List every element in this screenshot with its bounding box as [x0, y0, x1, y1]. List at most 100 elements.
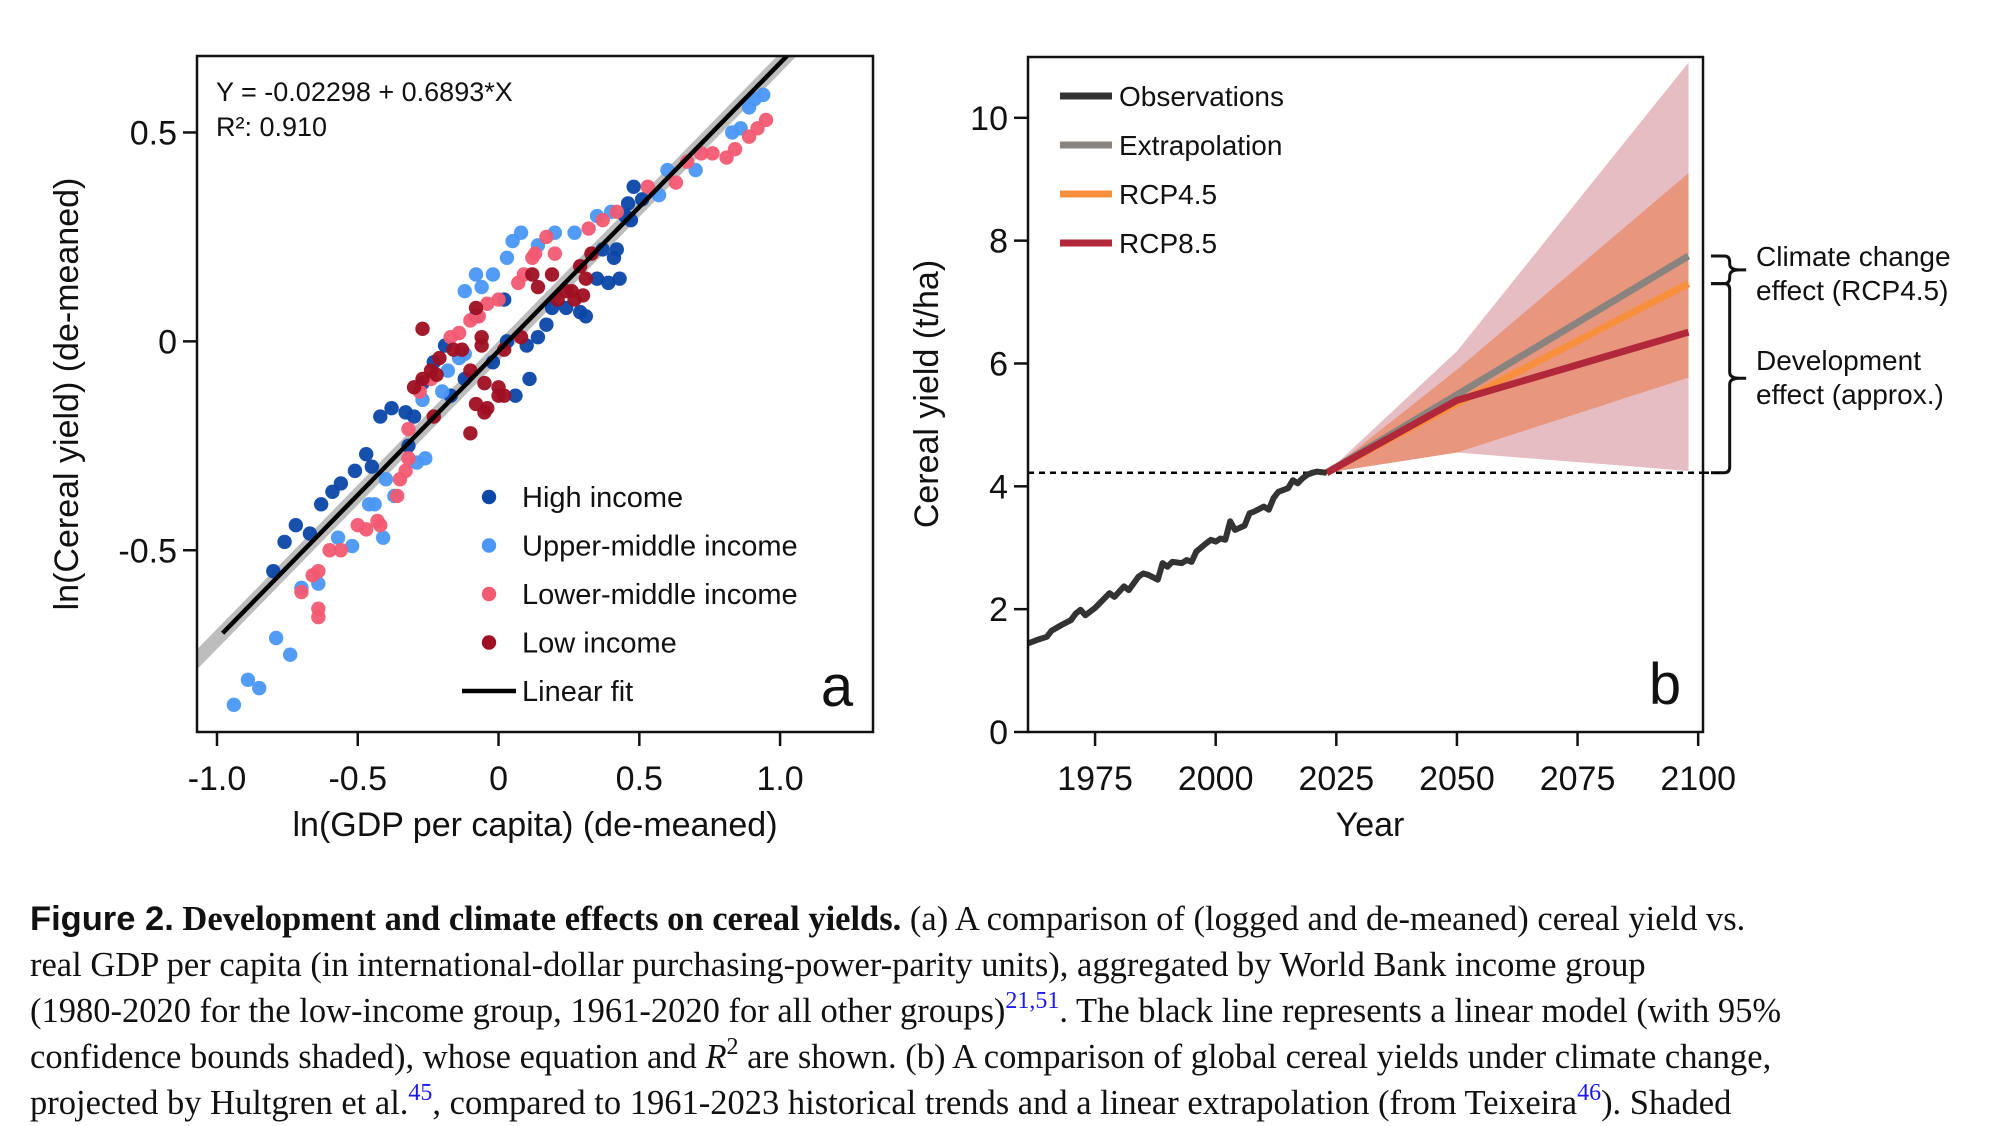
projection-bands	[1326, 62, 1689, 473]
panel-label-b: b	[1649, 652, 1681, 717]
x-tick-label: 0.5	[616, 760, 663, 798]
data-point	[451, 325, 467, 341]
legend-label: Linear fit	[522, 676, 633, 708]
r-squared-symbol: R	[705, 1038, 727, 1076]
fit-r-squared: R²: 0.910	[216, 112, 327, 142]
data-point	[373, 409, 388, 424]
citation-link[interactable]: 46	[1577, 1079, 1602, 1106]
data-point	[578, 271, 594, 286]
brace-path	[1711, 282, 1747, 475]
data-point	[418, 451, 433, 466]
y-tick-label: 0.5	[130, 114, 177, 152]
data-point	[313, 497, 329, 512]
legend-label: RCP8.5	[1119, 228, 1217, 259]
data-point	[525, 267, 540, 282]
data-point	[578, 309, 594, 324]
x-axis-label-b: Year	[1336, 806, 1405, 844]
legend-marker	[481, 489, 497, 505]
y-tick-label: 4	[989, 468, 1008, 506]
series-lines	[1028, 252, 1691, 647]
legend-item: Lower-middle income	[481, 579, 798, 611]
y-tick-label: 2	[989, 591, 1008, 629]
data-point	[755, 87, 771, 103]
data-point	[454, 342, 470, 357]
data-point	[440, 363, 456, 378]
x-axis-ticks-a: -1.0 -0.5 0 0.5 1.0	[188, 732, 804, 798]
caption-text: , compared to 1961-2023 historical trend…	[432, 1084, 1578, 1122]
data-point	[480, 296, 495, 311]
data-point	[398, 463, 413, 479]
data-point	[477, 375, 492, 391]
scatter-points	[226, 87, 774, 713]
data-point	[435, 384, 450, 399]
band-rcp4-5-range	[1326, 173, 1689, 473]
legend-label: Upper-middle income	[522, 531, 798, 563]
data-point	[373, 517, 388, 533]
series-lower-middle-income	[294, 112, 774, 625]
x-tick-label: 2025	[1298, 760, 1374, 798]
data-point	[485, 267, 501, 282]
data-point	[547, 246, 563, 261]
data-point	[384, 401, 399, 416]
legend-item: Linear fit	[462, 676, 633, 708]
legend-item: Low income	[481, 628, 677, 660]
data-point	[268, 630, 284, 646]
data-point	[626, 179, 641, 194]
legend-label: Extrapolation	[1119, 130, 1282, 161]
x-tick-label: 2100	[1660, 760, 1736, 798]
y-axis-label-a: ln(Cereal yield) (de-meaned)	[48, 178, 86, 611]
data-point	[474, 279, 489, 295]
data-point	[522, 371, 537, 387]
y-tick-label: -0.5	[118, 532, 177, 570]
data-point	[640, 179, 655, 194]
panel-label-a: a	[821, 654, 854, 719]
data-point	[530, 329, 546, 345]
data-point	[589, 271, 605, 286]
caption-text: . The black line represents a linear mod…	[1059, 992, 1782, 1030]
line-observations	[1028, 468, 1328, 647]
x-axis-label-a: ln(GDP per capita) (de-meaned)	[292, 806, 777, 844]
figure: -1.0 -0.5 0 0.5 1.0 -0.5 0 0.5 Y = -0.02298 + …	[48, 54, 1951, 844]
data-point	[679, 154, 695, 169]
legend-label: Lower-middle income	[522, 579, 798, 611]
data-point	[364, 459, 380, 474]
legend-item: High income	[481, 482, 683, 514]
citation-link[interactable]: 21,51	[1005, 987, 1060, 1014]
citation-link[interactable]: 45	[408, 1079, 433, 1106]
figure-label: Figure 2.	[30, 900, 174, 938]
data-point	[539, 317, 554, 332]
caption-line-4: confidence bounds shaded), whose equatio…	[30, 1034, 1990, 1080]
legend-item: Observations	[1060, 81, 1284, 112]
data-point	[457, 284, 472, 299]
data-point	[240, 672, 256, 687]
data-point	[330, 530, 346, 545]
legend-label: Observations	[1119, 81, 1284, 112]
x-tick-label: 1975	[1057, 760, 1133, 798]
data-point	[294, 584, 309, 600]
data-point	[415, 321, 430, 337]
data-point	[311, 609, 326, 625]
data-point	[432, 350, 447, 366]
annotation-label: Development	[1756, 345, 1921, 376]
panel-b: 1975 2000 2025 2050 2075 2100 0 2 4 6 8 10 Year Ce…	[908, 55, 1951, 844]
y-axis-ticks-a: -0.5 0 0.5	[118, 114, 197, 570]
linear-fit-line	[221, 56, 791, 635]
data-point	[727, 141, 743, 157]
data-point	[359, 446, 374, 462]
legend-item: RCP8.5	[1060, 228, 1217, 259]
data-point	[226, 697, 242, 713]
data-point	[612, 271, 627, 286]
data-point	[581, 221, 596, 236]
caption-text: are shown. (b) A comparison of global ce…	[738, 1038, 1772, 1076]
y-tick-label: 8	[989, 223, 1008, 261]
annotation-label: effect (approx.)	[1756, 379, 1944, 410]
data-point	[347, 463, 363, 479]
data-point	[508, 388, 523, 403]
series-low-income	[406, 246, 599, 441]
panel-b-frame	[1026, 55, 1705, 734]
x-tick-label: -1.0	[188, 760, 247, 798]
x-tick-label: 2000	[1178, 760, 1254, 798]
data-point	[530, 279, 546, 295]
data-point	[705, 146, 720, 161]
